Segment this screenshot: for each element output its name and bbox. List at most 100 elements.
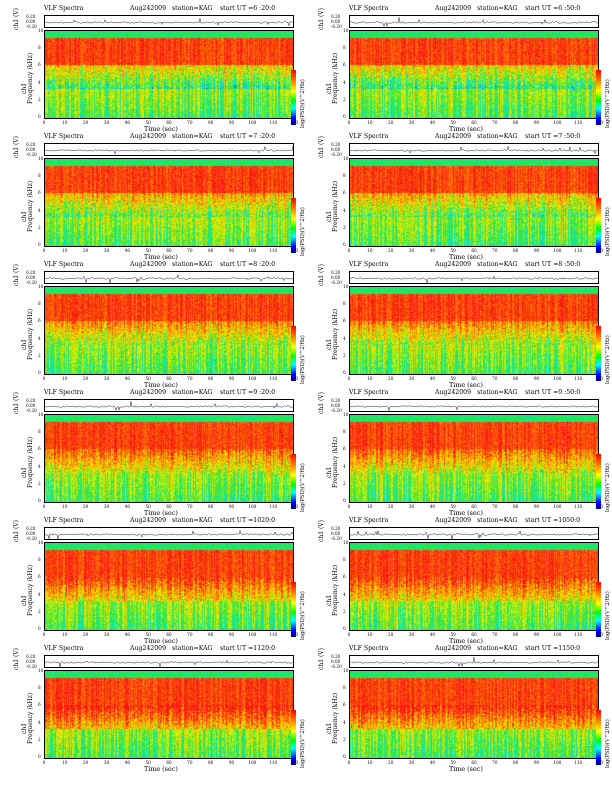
time-tick: 60 [471, 376, 477, 381]
frequency-tick: 8 [38, 173, 41, 179]
frequency-tick: 0 [38, 754, 41, 759]
panel-title: VLF Spectra [349, 133, 389, 140]
frequency-tick: 2 [343, 96, 346, 102]
time-tick: 0 [347, 120, 351, 125]
time-tick: 60 [471, 504, 477, 509]
colorbar [596, 70, 601, 125]
spectrogram [349, 286, 599, 375]
panel-header: VLF Spectra Aug242009 station=KAG start UT … [4, 4, 304, 14]
trace-tick: -0.20 [331, 408, 342, 413]
channel-ylabel: ch1 [326, 594, 333, 606]
time-tick: 70 [187, 760, 193, 765]
time-tick: 70 [187, 248, 193, 253]
time-tick: 0 [42, 504, 46, 509]
time-tick: 30 [103, 248, 110, 253]
voltage-trace [349, 271, 599, 284]
time-tick: 20 [387, 376, 394, 381]
time-tick: 80 [207, 760, 214, 765]
panel-date: Aug242009 [435, 389, 472, 396]
trace-tick: 0.00 [26, 531, 36, 536]
panel-header: VLF Spectra Aug242009 station=KAG start UT … [4, 388, 304, 398]
time-tick: 40 [429, 632, 435, 637]
trace-tick: 0.00 [26, 659, 36, 664]
time-tick: 90 [228, 376, 235, 381]
time-tick: 30 [103, 376, 110, 381]
panel-station: station=KAG [172, 517, 213, 524]
frequency-tick: 4 [343, 335, 346, 341]
spectra-panel: VLF Spectra Aug242009 station=KAG start UT … [309, 516, 611, 645]
frequency-tick: 10 [343, 284, 349, 289]
frequency-tick: 2 [38, 608, 41, 614]
time-xlabel: Time (sec) [144, 381, 178, 389]
trace-tick: 0.20 [331, 142, 341, 147]
panel-title: VLF Spectra [349, 389, 389, 396]
trace-svg [45, 529, 293, 539]
time-tick: 30 [103, 504, 110, 509]
trace-tick: -0.20 [331, 664, 342, 669]
frequency-tick: 8 [38, 45, 41, 51]
spectra-panel: VLF Spectra Aug242009 station=KAG start UT … [309, 260, 611, 389]
trace-svg [350, 275, 598, 283]
time-tick: 60 [471, 248, 477, 253]
trace-ylabel: ch1 (V) [13, 8, 20, 30]
frequency-tick: 8 [343, 685, 346, 691]
channel-ylabel: ch1 [326, 338, 333, 350]
trace-svg [350, 529, 598, 539]
time-tick: 40 [429, 504, 435, 509]
channel-ylabel: ch1 [21, 82, 28, 94]
channel-ylabel: ch1 [21, 722, 28, 734]
trace-line [45, 659, 293, 667]
time-xlabel: Time (sec) [449, 381, 483, 389]
voltage-trace [44, 271, 294, 284]
voltage-trace [44, 143, 294, 156]
colorbar [291, 70, 296, 125]
spectrogram [349, 414, 599, 503]
time-tick: 70 [187, 376, 193, 381]
colorbar-label: log(PSD)(V^2/Hz) [300, 79, 306, 128]
spectra-panel: VLF Spectra Aug242009 station=KAG start UT … [4, 388, 306, 517]
time-tick: 30 [103, 632, 110, 637]
frequency-tick: 10 [343, 28, 349, 33]
time-tick: 100 [248, 504, 257, 509]
time-tick: 20 [82, 248, 89, 253]
voltage-trace [44, 399, 294, 412]
colorbar [596, 582, 601, 637]
frequency-ylabel: Frequency (kHz) [332, 436, 339, 488]
frequency-tick: 8 [343, 557, 346, 563]
time-tick: 0 [42, 760, 46, 765]
trace-tick: -0.20 [26, 408, 37, 413]
panel-station: station=KAG [172, 261, 213, 268]
colorbar-label: log(PSD)(V^2/Hz) [300, 335, 306, 384]
time-tick: 40 [124, 120, 130, 125]
voltage-trace [349, 399, 599, 412]
time-tick: 50 [145, 760, 151, 765]
frequency-tick: 2 [343, 736, 346, 742]
time-tick: 40 [124, 760, 130, 765]
frequency-tick: 0 [38, 114, 41, 119]
time-tick: 10 [62, 120, 68, 125]
time-tick: 10 [367, 504, 373, 509]
spectra-panel: VLF Spectra Aug242009 station=KAG start UT … [309, 132, 611, 261]
frequency-tick: 2 [38, 96, 41, 102]
time-tick: 20 [82, 632, 89, 637]
time-tick: 100 [248, 248, 257, 253]
frequency-tick: 0 [38, 626, 41, 631]
spectrogram [44, 414, 294, 503]
trace-svg [45, 659, 293, 667]
time-tick: 70 [492, 248, 498, 253]
colorbar-label: log(PSD)(V^2/Hz) [605, 335, 611, 384]
panel-station: station=KAG [172, 133, 213, 140]
spectra-panel: VLF Spectra Aug242009 station=KAG start UT … [4, 4, 306, 133]
time-tick: 10 [367, 376, 373, 381]
time-tick: 90 [228, 248, 235, 253]
colorbar-label: log(PSD)(V^2/Hz) [605, 79, 611, 128]
trace-svg [350, 17, 598, 27]
time-tick: 20 [387, 504, 394, 509]
time-tick: 80 [207, 248, 214, 253]
trace-ylabel: ch1 (V) [318, 264, 325, 286]
panel-station: station=KAG [477, 517, 518, 524]
time-tick: 10 [367, 248, 373, 253]
colorbar-label: log(PSD)(V^2/Hz) [605, 207, 611, 256]
frequency-tick: 2 [38, 736, 41, 742]
trace-line [350, 405, 598, 411]
